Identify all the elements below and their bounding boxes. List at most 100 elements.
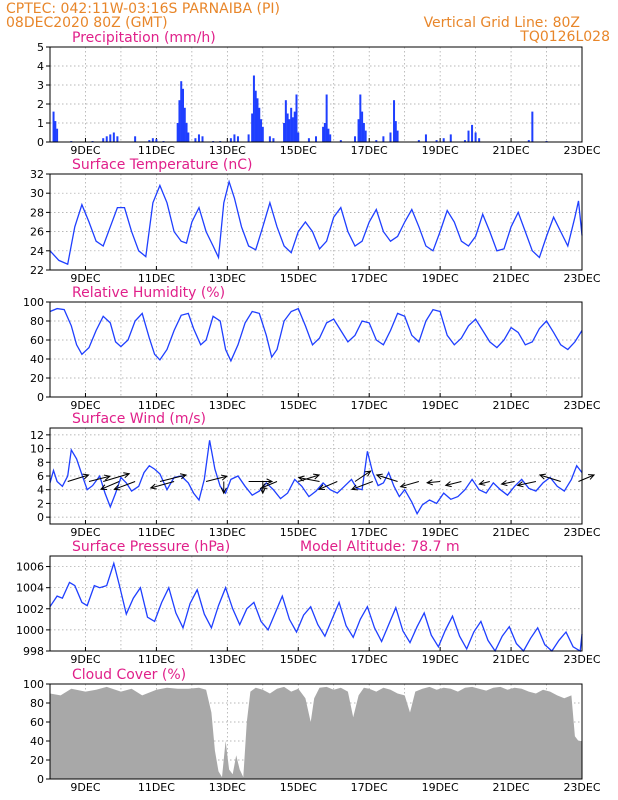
precip-bar xyxy=(297,132,300,142)
wind-ytick-label: 4 xyxy=(37,484,44,497)
wind-vector-head xyxy=(297,475,305,482)
pres-frame xyxy=(49,555,583,652)
wind-vector-head xyxy=(123,472,131,479)
wind-vector-head xyxy=(538,473,546,480)
wind-vector-head xyxy=(313,473,321,480)
temp-xtick-label: 15DEC xyxy=(280,272,317,285)
rh-xtick-label: 15DEC xyxy=(280,399,317,412)
panels: Precipitation (mm/h) 9DEC 11DEC 13DEC 15DEC 1… xyxy=(16,30,601,794)
precip-bar xyxy=(256,98,259,142)
precip-bar xyxy=(467,130,470,142)
precip-xtick-label: 9DEC xyxy=(70,144,100,157)
pres-xtick-label: 11DEC xyxy=(138,653,175,666)
precip-bar xyxy=(474,132,477,142)
cloud-ytick-label: 0 xyxy=(37,773,44,786)
precip-bar xyxy=(478,138,481,142)
precip-bar xyxy=(178,100,181,142)
precip-bar xyxy=(364,130,367,142)
wind-vector xyxy=(351,481,373,490)
precip-bar xyxy=(424,134,427,142)
wind-xtick-label: 15DEC xyxy=(280,526,317,539)
precip-ytick-label: 2 xyxy=(37,98,44,111)
cloud-area xyxy=(50,686,582,779)
cloud-ytick-label: 20 xyxy=(30,754,44,767)
precip-ytick-label: 1 xyxy=(37,117,44,130)
precip-bar xyxy=(325,94,328,142)
wind-vector-head xyxy=(82,473,90,480)
pres-title: Surface Pressure (hPa) xyxy=(72,539,230,555)
wind-ytick-label: 10 xyxy=(30,443,44,456)
precip-ytick-label: 3 xyxy=(37,79,44,92)
precip-xtick-label: 19DEC xyxy=(422,144,459,157)
rh-xtick-label: 23DEC xyxy=(563,399,600,412)
precip-bar xyxy=(362,123,365,142)
wind-vector-head xyxy=(220,487,227,495)
header-date: 08DEC2020 80Z (GMT) xyxy=(6,15,168,31)
wind-vector-head xyxy=(103,474,111,481)
precip-title: Precipitation (mm/h) xyxy=(72,30,216,46)
temp-ytick-label: 22 xyxy=(30,264,44,277)
precip-bar xyxy=(323,123,326,142)
rh-xtick-label: 21DEC xyxy=(493,399,530,412)
rh-ytick-label: 20 xyxy=(30,372,44,385)
precip-bar xyxy=(251,113,254,142)
wind-xtick-label: 13DEC xyxy=(209,526,246,539)
precip-bar xyxy=(359,94,362,142)
rh-ytick-label: 100 xyxy=(23,296,44,309)
precip-bar xyxy=(286,113,289,142)
wind-vector xyxy=(261,481,278,489)
temp-xtick-label: 13DEC xyxy=(209,272,246,285)
precip-bar xyxy=(52,111,55,142)
cloud-xtick-label: 15DEC xyxy=(280,781,317,794)
rh-xtick-label: 13DEC xyxy=(209,399,246,412)
temp-xtick-label: 21DEC xyxy=(493,272,530,285)
pres-xtick-label: 21DEC xyxy=(493,653,530,666)
header-grid-line: Vertical Grid Line: 80Z xyxy=(424,15,580,31)
wind-vector xyxy=(539,474,561,482)
cloud-frame xyxy=(49,683,583,780)
precip-bar xyxy=(471,124,474,142)
wind-vector-head xyxy=(500,480,508,487)
cloud-xtick-label: 13DEC xyxy=(209,781,246,794)
precip-panel: Precipitation (mm/h) 9DEC 11DEC 13DEC 15DEC 1… xyxy=(37,30,601,157)
precip-bar xyxy=(260,119,263,142)
rh-xtick-label: 9DEC xyxy=(70,399,100,412)
wind-ytick-label: 0 xyxy=(37,511,44,524)
precip-bar xyxy=(247,134,250,142)
cloud-ytick-label: 40 xyxy=(30,735,44,748)
precip-bar xyxy=(102,138,105,142)
precip-ytick-label: 5 xyxy=(37,41,44,54)
precip-bar xyxy=(109,134,112,142)
precip-bar xyxy=(183,107,186,142)
precip-xtick-label: 21DEC xyxy=(493,144,530,157)
precip-bar xyxy=(254,90,257,142)
precip-bar xyxy=(315,136,317,142)
wind-vector-head xyxy=(588,474,596,480)
temp-title: Surface Temperature (nC) xyxy=(72,157,253,173)
pres-ytick-label: 998 xyxy=(23,645,44,658)
precip-bar xyxy=(116,136,119,142)
pres-xtick-label: 9DEC xyxy=(70,653,100,666)
precip-xtick-label: 15DEC xyxy=(280,144,317,157)
precip-bar xyxy=(268,136,271,142)
temp-frame xyxy=(49,173,583,271)
precip-bar xyxy=(134,136,137,142)
precip-bar xyxy=(329,134,332,142)
precip-bar xyxy=(435,140,438,142)
pres-xtick-label: 23DEC xyxy=(563,653,600,666)
precip-bar xyxy=(290,107,293,142)
precip-bar xyxy=(105,136,108,142)
precip-bar xyxy=(357,119,360,142)
temp-ytick-label: 30 xyxy=(30,187,44,200)
precip-bar xyxy=(236,136,239,142)
rh-frame xyxy=(49,301,583,398)
wind-vector xyxy=(354,470,371,482)
wind-vector xyxy=(150,481,175,489)
precip-bar xyxy=(284,100,287,142)
precip-bar xyxy=(394,121,397,142)
precip-bar xyxy=(442,138,445,142)
wind-vector xyxy=(205,475,227,482)
precip-bar xyxy=(449,134,452,142)
precip-bar xyxy=(155,139,158,142)
